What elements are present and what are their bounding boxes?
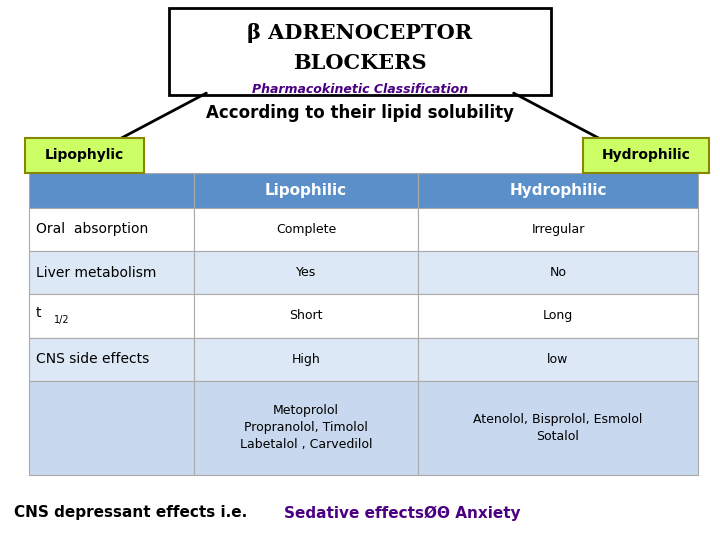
Text: Complete: Complete: [276, 223, 336, 236]
Text: According to their lipid solubility: According to their lipid solubility: [206, 104, 514, 123]
Bar: [418, 338, 698, 381]
Text: low: low: [547, 353, 569, 366]
Text: Irregular: Irregular: [531, 223, 585, 236]
Bar: [418, 208, 698, 251]
Text: BLOCKERS: BLOCKERS: [293, 53, 427, 73]
Text: Long: Long: [543, 309, 573, 322]
Text: Lipophilic: Lipophilic: [265, 183, 347, 198]
Bar: [194, 208, 418, 251]
Text: High: High: [292, 353, 320, 366]
Bar: [194, 381, 418, 475]
Text: Short: Short: [289, 309, 323, 322]
Text: Sedative effectsØΘ Anxiety: Sedative effectsØΘ Anxiety: [284, 505, 521, 521]
Text: t: t: [36, 306, 46, 320]
Bar: [29, 173, 194, 208]
Text: Yes: Yes: [296, 266, 316, 279]
Bar: [194, 251, 418, 294]
Text: β ADRENOCEPTOR: β ADRENOCEPTOR: [248, 23, 472, 44]
Text: Pharmacokinetic Classification: Pharmacokinetic Classification: [252, 83, 468, 96]
Bar: [418, 294, 698, 338]
Text: Lipophylic: Lipophylic: [45, 148, 125, 162]
FancyBboxPatch shape: [169, 8, 551, 94]
Bar: [29, 338, 194, 381]
FancyBboxPatch shape: [583, 138, 709, 173]
Bar: [418, 381, 698, 475]
Bar: [194, 294, 418, 338]
Text: CNS depressant effects i.e.: CNS depressant effects i.e.: [14, 505, 253, 521]
Bar: [418, 251, 698, 294]
Bar: [194, 338, 418, 381]
Text: 1/2: 1/2: [54, 315, 70, 325]
Text: Oral  absorption: Oral absorption: [36, 222, 148, 237]
Text: No: No: [549, 266, 567, 279]
FancyBboxPatch shape: [25, 138, 144, 173]
Bar: [29, 251, 194, 294]
Text: Atenolol, Bisprolol, Esmolol
Sotalol: Atenolol, Bisprolol, Esmolol Sotalol: [473, 413, 643, 443]
Text: Liver metabolism: Liver metabolism: [36, 266, 156, 280]
Bar: [29, 208, 194, 251]
Text: CNS side effects: CNS side effects: [36, 352, 149, 366]
Bar: [29, 381, 194, 475]
Text: Hydrophilic: Hydrophilic: [509, 183, 607, 198]
Text: Hydrophilic: Hydrophilic: [602, 148, 690, 162]
Bar: [29, 294, 194, 338]
Text: Metoprolol
Propranolol, Timolol
Labetalol , Carvedilol: Metoprolol Propranolol, Timolol Labetalo…: [240, 404, 372, 451]
Bar: [194, 173, 418, 208]
Bar: [418, 173, 698, 208]
